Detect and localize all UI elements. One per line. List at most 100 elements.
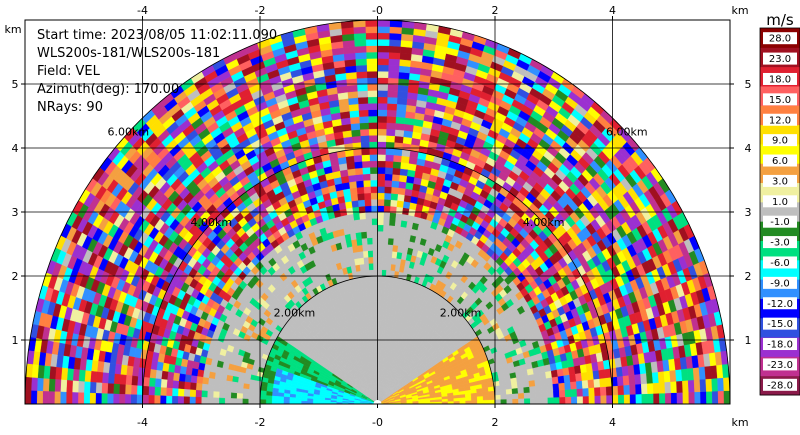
velocity-cell xyxy=(382,243,388,252)
velocity-cell xyxy=(377,205,385,213)
velocity-cell xyxy=(346,84,358,93)
velocity-cell xyxy=(362,250,369,258)
velocity-cell xyxy=(545,377,554,385)
velocity-cell xyxy=(393,225,401,234)
velocity-cell xyxy=(711,377,719,392)
velocity-cell xyxy=(372,243,378,251)
velocity-cell xyxy=(398,232,406,241)
velocity-cell xyxy=(367,250,374,258)
velocity-cell xyxy=(388,32,402,41)
velocity-cell xyxy=(494,394,502,400)
velocity-cell xyxy=(377,198,385,206)
velocity-cell xyxy=(681,368,689,382)
velocity-cell xyxy=(471,399,478,404)
velocity-cell xyxy=(385,263,392,271)
velocity-cell xyxy=(512,398,519,404)
velocity-cell xyxy=(599,386,607,396)
velocity-cell xyxy=(354,225,362,234)
velocity-cell xyxy=(366,70,378,79)
velocity-cell xyxy=(551,376,559,385)
velocity-cell xyxy=(459,400,466,404)
velocity-cell xyxy=(646,382,654,394)
velocity-cell xyxy=(364,20,378,27)
velocity-cell xyxy=(384,282,390,290)
velocity-cell xyxy=(382,224,390,232)
velocity-cell xyxy=(377,83,389,91)
velocity-cell xyxy=(377,218,384,226)
velocity-cell xyxy=(676,392,684,404)
velocity-cell xyxy=(381,256,388,264)
velocity-cell xyxy=(364,199,372,207)
velocity-cell xyxy=(377,256,383,264)
velocity-cell xyxy=(364,211,372,220)
velocity-cell xyxy=(391,173,400,182)
velocity-cell xyxy=(600,395,607,404)
velocity-cell xyxy=(372,256,378,264)
velocity-cell xyxy=(371,237,378,245)
velocity-cell xyxy=(706,391,713,404)
velocity-cell xyxy=(547,397,555,404)
velocity-cell xyxy=(390,186,399,195)
velocity-cell xyxy=(377,160,386,168)
velocity-cell xyxy=(377,288,382,296)
velocity-cell xyxy=(694,391,701,404)
velocity-cell xyxy=(398,180,407,189)
velocity-cell xyxy=(711,390,719,404)
velocity-cell xyxy=(535,391,543,399)
velocity-cell xyxy=(369,147,378,155)
velocity-cell xyxy=(377,314,381,322)
velocity-cell xyxy=(377,250,383,258)
velocity-cell xyxy=(570,381,578,390)
velocity-cell xyxy=(396,103,407,112)
velocity-cell xyxy=(558,389,566,398)
velocity-cell xyxy=(361,237,368,246)
velocity-cell xyxy=(389,26,402,34)
velocity-cell xyxy=(397,78,410,87)
velocity-cell xyxy=(386,115,397,124)
velocity-cell xyxy=(367,109,378,117)
velocity-cell xyxy=(541,397,549,404)
velocity-cell xyxy=(385,276,391,284)
velocity-cell xyxy=(581,379,589,389)
velocity-cell xyxy=(488,399,496,404)
velocity-cell xyxy=(369,173,378,181)
velocity-cell xyxy=(350,193,359,202)
velocity-cell xyxy=(377,96,388,104)
velocity-cell xyxy=(380,301,385,309)
velocity-cell xyxy=(377,45,390,53)
velocity-cell xyxy=(377,38,390,47)
velocity-cell xyxy=(373,275,378,283)
velocity-cell xyxy=(670,392,678,404)
velocity-cell xyxy=(688,391,696,404)
velocity-cell xyxy=(400,219,408,228)
velocity-cell xyxy=(377,179,385,187)
velocity-cell xyxy=(351,135,361,144)
velocity-cell xyxy=(377,243,383,251)
velocity-cell xyxy=(540,384,548,392)
velocity-cell xyxy=(361,160,371,169)
velocity-cell xyxy=(664,381,672,394)
velocity-cell xyxy=(373,282,378,290)
velocity-cell xyxy=(359,128,370,137)
velocity-cell xyxy=(394,219,402,227)
velocity-cell xyxy=(386,122,396,130)
velocity-cell xyxy=(353,39,367,47)
velocity-cell xyxy=(357,96,369,105)
velocity-cell xyxy=(377,237,384,245)
velocity-cell xyxy=(352,212,360,221)
velocity-cell xyxy=(362,167,371,175)
velocity-cell xyxy=(541,390,549,398)
velocity-cell xyxy=(366,231,373,239)
velocity-cell xyxy=(383,192,392,200)
velocity-cell xyxy=(383,211,391,220)
velocity-cell xyxy=(396,193,405,202)
velocity-cell xyxy=(586,370,594,381)
velocity-cell xyxy=(518,398,525,404)
velocity-cell xyxy=(372,262,378,270)
velocity-cell xyxy=(384,186,392,194)
velocity-cell xyxy=(670,380,678,394)
velocity-cell xyxy=(363,186,371,194)
velocity-cell xyxy=(365,32,378,40)
velocity-cell xyxy=(646,372,654,384)
velocity-cell xyxy=(364,205,372,213)
